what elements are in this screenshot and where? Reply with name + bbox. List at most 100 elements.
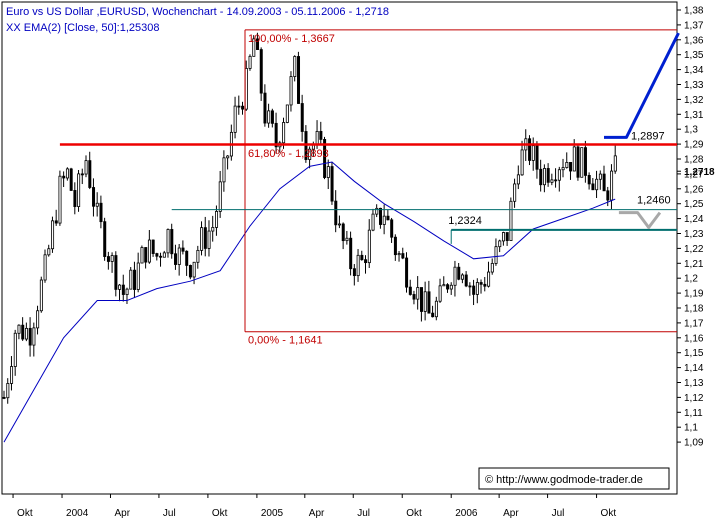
price-bar-body <box>598 173 602 180</box>
price-bar-body <box>513 183 517 202</box>
price-bar-body <box>330 166 334 202</box>
price-bar-body <box>285 104 289 123</box>
price-bar-body <box>569 161 573 172</box>
y-tick-label: 1,21 <box>684 259 704 270</box>
x-tick-label: Jul <box>163 508 176 519</box>
copyright-link[interactable]: © http://www.godmode-trader.de <box>485 474 643 486</box>
price-bar-body <box>401 253 405 259</box>
price-bar-body <box>487 271 491 287</box>
price-bar-body <box>69 168 73 191</box>
price-bar-body <box>412 294 416 300</box>
y-tick-label: 1,24 <box>684 214 704 225</box>
price-bar-body <box>595 178 599 191</box>
price-bar-body <box>386 215 390 221</box>
price-bar-body <box>222 157 226 183</box>
chart-title: Euro vs US Dollar ,EURUSD, Wochenchart -… <box>6 6 389 18</box>
y-tick-label: 1,3 <box>684 125 698 136</box>
price-bar-body <box>133 269 137 290</box>
price-bar-body <box>136 262 140 290</box>
price-bar-body <box>188 265 192 278</box>
price-bar-body <box>498 240 502 248</box>
price-bar-body <box>65 168 69 179</box>
price-bar-body <box>110 255 114 262</box>
price-bars <box>2 32 617 404</box>
price-bar-body <box>468 285 472 288</box>
y-tick-label: 1,13 <box>684 378 704 389</box>
last-price-label: 1,2718 <box>684 167 715 178</box>
price-bar-body <box>479 282 483 285</box>
price-bar-body <box>457 266 461 280</box>
price-bar-body <box>196 249 200 263</box>
price-bar-body <box>364 259 368 264</box>
x-tick-label: 2005 <box>261 508 284 519</box>
price-bar-body <box>289 76 293 106</box>
ema-series <box>3 161 616 443</box>
levels-layer: 100,00% - 1,3667 61,80% - 1,2893 0,00% - 1… <box>59 29 715 347</box>
price-bar-body <box>207 230 211 249</box>
price-bar-body <box>73 190 77 207</box>
price-bar-body <box>121 284 125 295</box>
price-bar-body <box>103 221 107 257</box>
y-tick-label: 1,26 <box>684 184 704 195</box>
price-bar-body <box>114 255 118 290</box>
price-bar-body <box>587 175 591 185</box>
price-bar-body <box>159 255 163 258</box>
price-bar-body <box>17 324 21 334</box>
price-bar-body <box>282 122 286 144</box>
price-bar-body <box>267 110 271 124</box>
x-tick-label: Okt <box>17 508 33 519</box>
price-bar-body <box>334 200 338 226</box>
x-tick-label: Jul <box>357 508 370 519</box>
price-bar-body <box>237 105 241 108</box>
price-bar-body <box>259 49 263 94</box>
price-bar-body <box>345 237 349 242</box>
price-bar-body <box>2 396 6 399</box>
price-bar-body <box>140 247 144 264</box>
price-bar-body <box>218 181 222 212</box>
price-bar-body <box>162 252 166 258</box>
price-bar-body <box>494 246 498 264</box>
ema-legend: XX EMA(2) [Close, 50]:1,25308 <box>6 22 159 34</box>
price-bar-body <box>542 168 546 186</box>
y-tick-label: 1,37 <box>684 20 704 31</box>
y-axis: 1,38 1,37 1,36 1,35 1,34 1,33 1,32 1,31 1,3 1,29 1… <box>677 6 704 449</box>
price-bar-body <box>118 284 122 290</box>
y-tick-label: 1,27 <box>684 169 704 180</box>
price-bar-body <box>270 110 274 124</box>
x-tick-label: Apr <box>309 508 325 519</box>
projection-up-arrow <box>604 32 680 139</box>
price-bar-body <box>51 220 55 250</box>
plot-area <box>1 1 678 495</box>
price-bar-body <box>36 310 40 329</box>
price-bar-body <box>58 175 62 224</box>
price-bar-body <box>99 202 103 223</box>
price-bar-body <box>580 147 584 178</box>
price-bar-body <box>147 239 151 263</box>
x-tick-label: Jul <box>552 508 565 519</box>
price-bar-body <box>475 282 479 295</box>
price-bar-body <box>203 227 207 249</box>
price-bar-body <box>539 168 543 186</box>
copyright-box[interactable]: © http://www.godmode-trader.de <box>478 467 670 490</box>
price-bar-body <box>80 173 84 176</box>
y-tick-label: 1,32 <box>684 95 704 106</box>
price-bar-body <box>405 257 409 288</box>
resistance-label: 1,2897 <box>631 131 665 143</box>
price-bar-body <box>28 327 32 346</box>
price-bar-body <box>393 236 397 256</box>
price-bar-body <box>308 148 312 160</box>
price-bar-body <box>151 239 155 254</box>
y-tick-label: 1,29 <box>684 140 704 151</box>
y-tick-label: 1,33 <box>684 80 704 91</box>
price-bar-body <box>449 284 453 290</box>
price-bar-body <box>490 263 494 273</box>
support-label: 1,2460 <box>637 195 671 207</box>
price-bar-body <box>453 266 457 286</box>
price-bar-body <box>106 256 110 262</box>
x-axis: Okt 2004 Apr Jul Okt 2005 Apr Jul Okt 2006 Apr Jul O… <box>12 494 616 519</box>
price-bar-body <box>166 229 170 254</box>
price-bar-body <box>13 332 17 367</box>
price-bar-body <box>297 56 301 104</box>
price-bar-body <box>315 131 319 145</box>
price-bar-body <box>375 207 379 215</box>
